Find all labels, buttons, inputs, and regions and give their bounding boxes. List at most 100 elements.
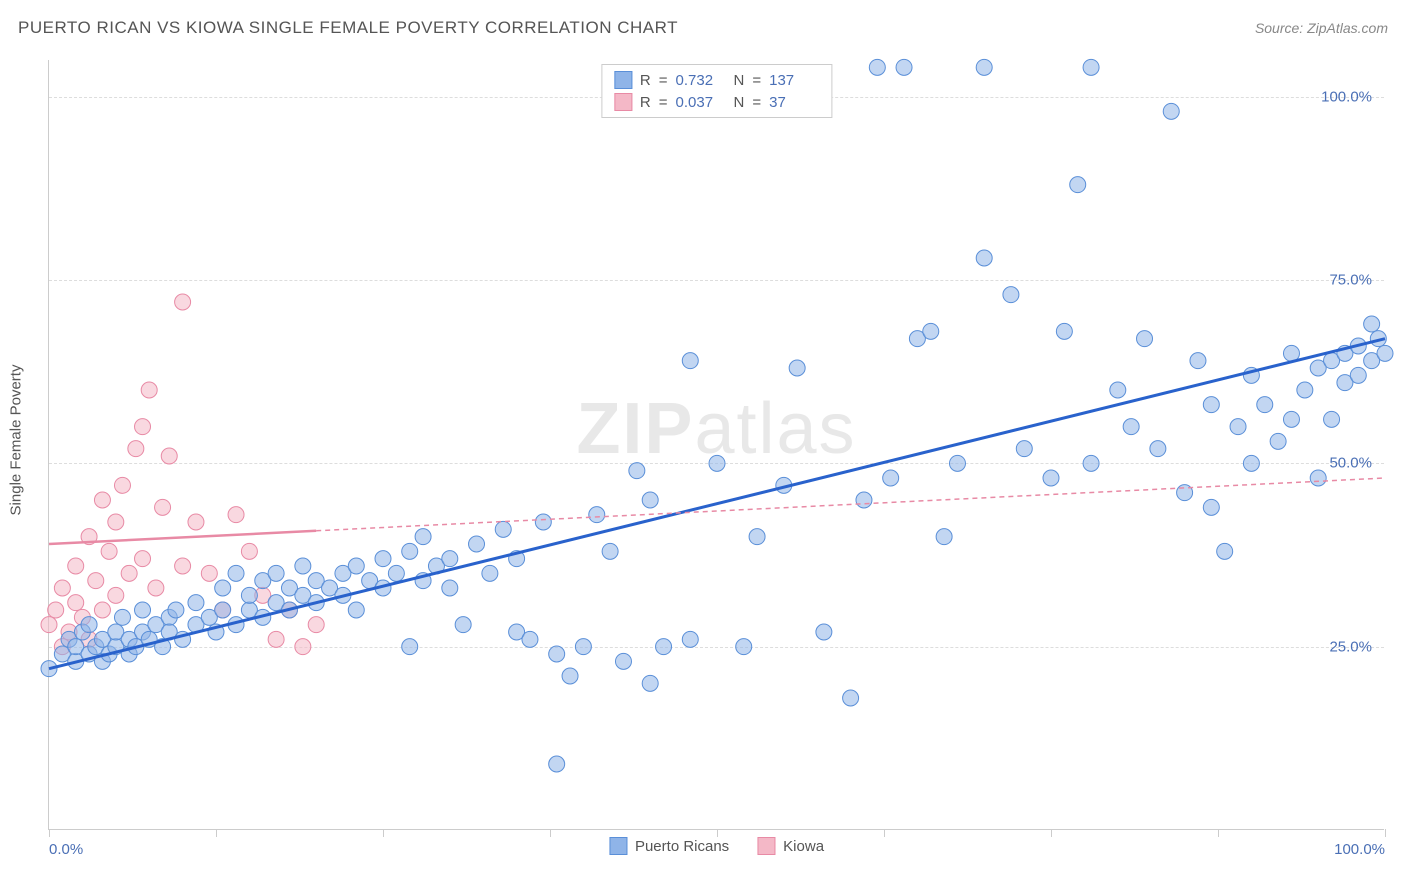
data-point (549, 756, 565, 772)
data-point (135, 419, 151, 435)
data-point (241, 587, 257, 603)
data-point (562, 668, 578, 684)
data-point (108, 514, 124, 530)
data-point (295, 639, 311, 655)
data-point (188, 595, 204, 611)
data-point (141, 382, 157, 398)
data-point (1324, 411, 1340, 427)
data-point (1350, 367, 1366, 383)
data-point (1364, 316, 1380, 332)
scatter-svg (49, 60, 1384, 829)
swatch-series-1-bottom (609, 837, 627, 855)
source-label: Source: ZipAtlas.com (1255, 20, 1388, 36)
data-point (1043, 470, 1059, 486)
data-point (201, 565, 217, 581)
chart-title: PUERTO RICAN VS KIOWA SINGLE FEMALE POVE… (18, 18, 678, 38)
data-point (135, 551, 151, 567)
data-point (268, 631, 284, 647)
data-point (1070, 177, 1086, 193)
data-point (869, 59, 885, 75)
data-point (1310, 470, 1326, 486)
data-point (896, 59, 912, 75)
data-point (642, 675, 658, 691)
data-point (682, 353, 698, 369)
swatch-series-2-bottom (757, 837, 775, 855)
data-point (188, 514, 204, 530)
data-point (215, 602, 231, 618)
data-point (68, 558, 84, 574)
data-point (148, 580, 164, 596)
data-point (442, 551, 458, 567)
data-point (295, 558, 311, 574)
data-point (161, 448, 177, 464)
data-point (1123, 419, 1139, 435)
data-point (736, 639, 752, 655)
data-point (108, 587, 124, 603)
stats-row-1: R = 0.732 N = 137 (614, 69, 819, 91)
data-point (375, 551, 391, 567)
data-point (175, 558, 191, 574)
data-point (923, 323, 939, 339)
data-point (81, 617, 97, 633)
data-point (589, 507, 605, 523)
x-tick (49, 829, 50, 837)
data-point (629, 463, 645, 479)
data-point (135, 602, 151, 618)
data-point (94, 602, 110, 618)
data-point (1283, 411, 1299, 427)
data-point (535, 514, 551, 530)
data-point (388, 565, 404, 581)
data-point (936, 529, 952, 545)
data-point (1056, 323, 1072, 339)
data-point (816, 624, 832, 640)
data-point (215, 580, 231, 596)
data-point (469, 536, 485, 552)
x-tick (1218, 829, 1219, 837)
data-point (1243, 455, 1259, 471)
data-point (575, 639, 591, 655)
data-point (482, 565, 498, 581)
data-point (241, 543, 257, 559)
data-point (41, 617, 57, 633)
data-point (522, 631, 538, 647)
x-tick (550, 829, 551, 837)
data-point (656, 639, 672, 655)
data-point (615, 653, 631, 669)
data-point (168, 602, 184, 618)
data-point (68, 595, 84, 611)
stats-row-2: R = 0.037 N = 37 (614, 91, 819, 113)
data-point (1217, 543, 1233, 559)
data-point (268, 565, 284, 581)
data-point (1016, 441, 1032, 457)
data-point (883, 470, 899, 486)
data-point (749, 529, 765, 545)
data-point (128, 441, 144, 457)
data-point (114, 477, 130, 493)
regression-line-dashed (316, 478, 1385, 531)
data-point (1150, 441, 1166, 457)
data-point (228, 565, 244, 581)
data-point (949, 455, 965, 471)
x-tick-label: 0.0% (49, 841, 83, 858)
data-point (976, 250, 992, 266)
x-tick (717, 829, 718, 837)
data-point (1003, 287, 1019, 303)
data-point (1163, 103, 1179, 119)
data-point (549, 646, 565, 662)
data-point (1083, 455, 1099, 471)
data-point (94, 492, 110, 508)
x-tick-label: 100.0% (1334, 841, 1385, 858)
data-point (228, 507, 244, 523)
data-point (1110, 382, 1126, 398)
regression-line (49, 339, 1385, 669)
data-point (415, 529, 431, 545)
data-point (1190, 353, 1206, 369)
data-point (348, 558, 364, 574)
data-point (1270, 433, 1286, 449)
data-point (88, 573, 104, 589)
x-tick (216, 829, 217, 837)
x-tick (1051, 829, 1052, 837)
data-point (602, 543, 618, 559)
data-point (1203, 499, 1219, 515)
data-point (155, 499, 171, 515)
